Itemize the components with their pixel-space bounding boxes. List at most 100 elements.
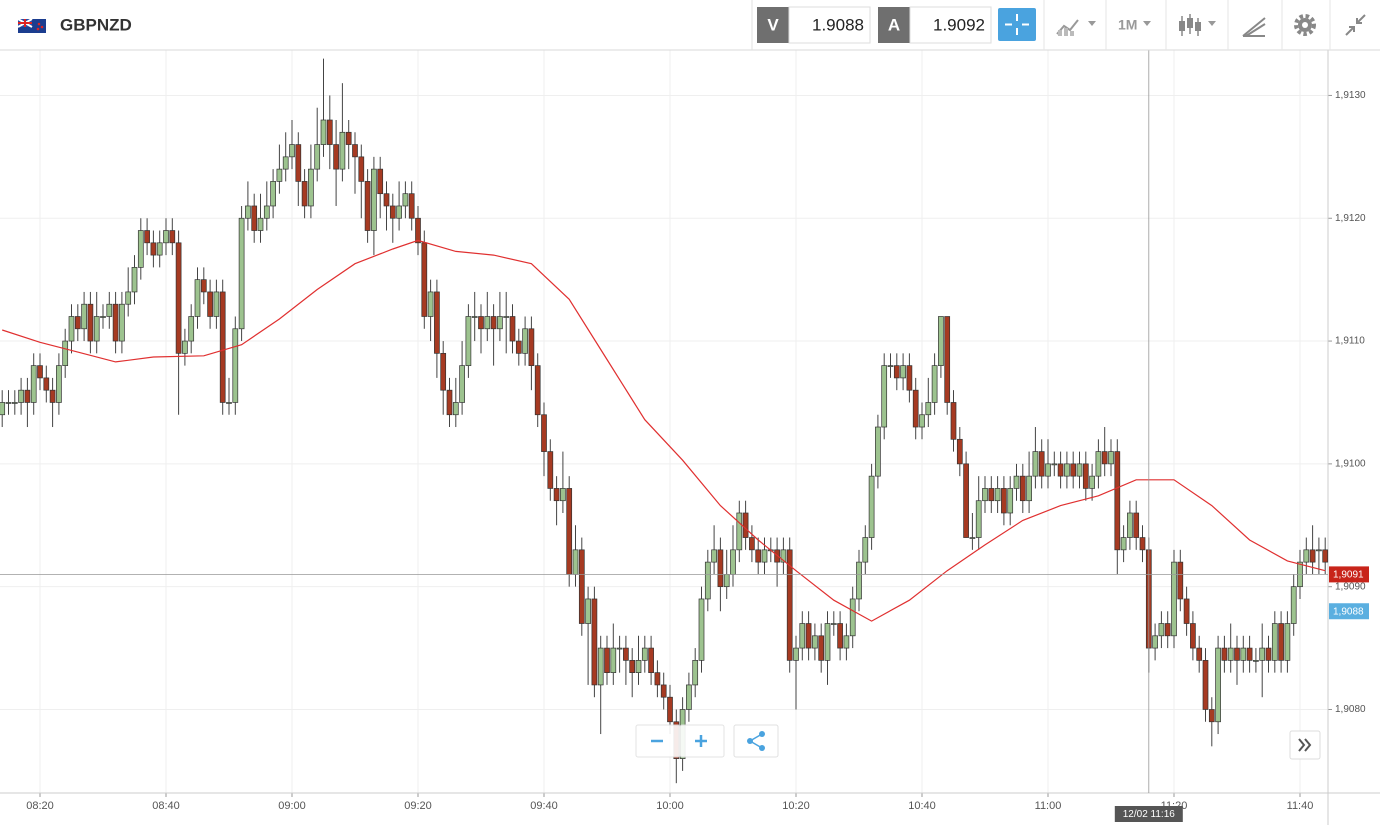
candle-body (900, 365, 906, 379)
candle-body (868, 475, 875, 538)
candle-body (912, 389, 919, 428)
candle-body (704, 561, 711, 600)
candle-body (1253, 660, 1259, 662)
candle-body (326, 119, 333, 145)
zoom-in-button[interactable] (679, 724, 725, 758)
candles (0, 58, 1329, 784)
candle-body (276, 168, 283, 182)
candle-body (509, 316, 516, 342)
candle-body (963, 463, 969, 538)
candle-body (497, 316, 503, 330)
candle-body (68, 316, 75, 342)
candle-body (641, 647, 648, 661)
candle-body (553, 488, 560, 502)
candle-body (799, 623, 806, 649)
zoom-out-button[interactable] (635, 724, 681, 758)
candle-body (169, 230, 176, 244)
timeframe[interactable]: 1M (1118, 17, 1137, 33)
candle-body (226, 402, 232, 404)
candle-body (106, 303, 113, 317)
candle-body (175, 242, 182, 354)
candle-body (591, 598, 598, 686)
candle-body (604, 647, 610, 673)
candle-body (1070, 463, 1077, 477)
candle-body (245, 205, 251, 219)
share-button[interactable] (733, 724, 779, 758)
candle-body (717, 549, 724, 588)
candle-body (446, 389, 453, 416)
candle-body (1215, 647, 1221, 723)
collapse-button[interactable] (1345, 14, 1366, 36)
candle-body (1095, 451, 1102, 477)
candle-body (1183, 598, 1190, 624)
x-tick-label: 10:40 (908, 800, 936, 812)
candle-body (824, 623, 831, 661)
price-marker (1329, 603, 1369, 620)
candle-body (950, 402, 957, 440)
candle-body (698, 598, 705, 661)
candle-body (793, 647, 799, 661)
y-tick-label: 1,9110 (1335, 336, 1365, 347)
crosshair-button[interactable] (998, 8, 1036, 41)
candle-body (1013, 475, 1020, 489)
candle-body (459, 365, 465, 403)
candle-body (730, 549, 736, 575)
candle-body (1265, 647, 1272, 661)
candle-body (560, 488, 566, 502)
candle-body (238, 217, 245, 330)
candle-body (1284, 623, 1291, 661)
candle-body (994, 488, 1001, 502)
draw-button[interactable] (1242, 17, 1266, 37)
candle-style-button[interactable] (1179, 14, 1216, 36)
scroll-to-end-button[interactable] (1289, 730, 1321, 760)
candle-body (377, 168, 384, 195)
candle-body (761, 549, 768, 563)
candle-body (931, 365, 938, 403)
candle-body (830, 623, 837, 625)
candle-body (434, 291, 440, 354)
candle-body (188, 316, 195, 342)
bid-label: V (767, 15, 779, 34)
candle-body (163, 230, 169, 244)
chart-type-button[interactable] (1056, 19, 1096, 36)
candle-body (515, 340, 522, 354)
candle-body (282, 156, 289, 170)
y-tick-label: 1,9090 (1335, 581, 1366, 592)
candle-body (1316, 549, 1322, 552)
candle-body (692, 660, 699, 686)
bid-button[interactable] (757, 7, 789, 43)
candle-body (415, 217, 421, 244)
candle-body (37, 365, 43, 379)
candle-body (623, 647, 629, 661)
candle-body (74, 316, 81, 330)
candle-body (320, 119, 327, 145)
candle-body (18, 389, 24, 403)
moving-average (2, 239, 1326, 622)
x-tick-label: 09:20 (404, 800, 432, 812)
candle-body (371, 168, 377, 231)
candle-body (1303, 549, 1310, 563)
candle-body (786, 549, 793, 661)
crosshair-time-label: 12/02 11:16 (1123, 809, 1176, 820)
bid-price: 1.9088 (812, 15, 864, 34)
ask-button[interactable] (878, 7, 910, 43)
candle-body (194, 279, 201, 317)
x-tick-label: 11:40 (1287, 800, 1314, 812)
candle-body (352, 144, 358, 158)
candle-body (213, 291, 220, 317)
candle-body (1101, 451, 1108, 465)
candle-body (585, 598, 591, 624)
candle-body (944, 316, 951, 403)
candle-body (125, 291, 132, 305)
candle-body (402, 193, 409, 207)
settings-button[interactable] (1294, 14, 1316, 36)
candle-body (1007, 488, 1014, 514)
overlay: 12/02 11:16 1,9091 1,9088 (0, 50, 1369, 822)
candle-body (938, 316, 944, 366)
candle-body (547, 451, 554, 489)
candle-body (478, 316, 484, 330)
candle-body (1309, 549, 1316, 563)
candle-body (49, 389, 56, 403)
candle-body (24, 389, 31, 403)
